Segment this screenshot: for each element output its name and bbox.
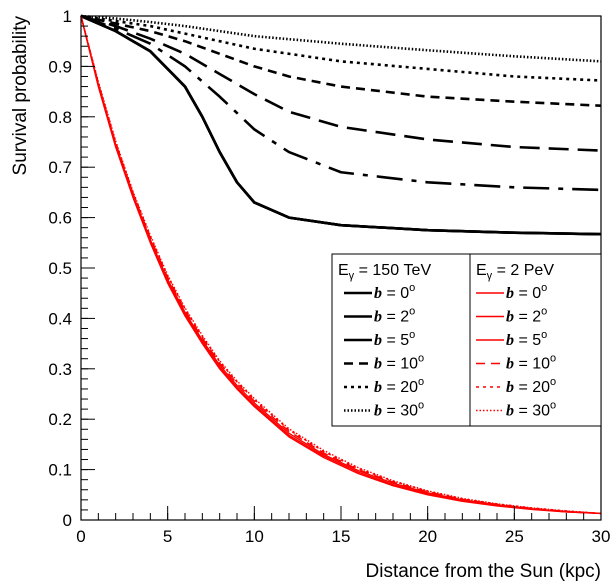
y-tick-label: 0.5 bbox=[48, 259, 72, 278]
legend-entry: b = 10o bbox=[506, 353, 556, 373]
x-tick-label: 15 bbox=[332, 527, 351, 546]
legend-entry: b = 30o bbox=[374, 400, 424, 420]
legend-entry: b = 5o bbox=[506, 329, 547, 349]
series-line-0-2 bbox=[80, 14, 602, 236]
legend-entry: b = 2o bbox=[374, 306, 415, 326]
x-tick-label: 25 bbox=[505, 527, 524, 546]
y-tick-label: 0.9 bbox=[48, 57, 72, 76]
legend-box bbox=[331, 253, 602, 427]
curves-layer bbox=[80, 14, 602, 515]
y-tick-label: 0 bbox=[63, 511, 72, 530]
series-line-0-6 bbox=[80, 14, 602, 82]
legend-entry: b = 20o bbox=[374, 376, 424, 396]
legend-entry: b = 20o bbox=[506, 376, 556, 396]
x-axis-label: Distance from the Sun (kpc) bbox=[366, 561, 601, 582]
y-tick-label: 0.3 bbox=[48, 360, 72, 379]
series-line-0-7 bbox=[80, 14, 602, 63]
legend-header-2pev: Eγ = 2 PeV bbox=[476, 262, 554, 282]
legend-entry: b = 30o bbox=[506, 400, 556, 420]
legend-entry: b = 0o bbox=[374, 282, 415, 302]
x-tick-label: 5 bbox=[163, 527, 172, 546]
series-line-0-3 bbox=[80, 14, 602, 192]
y-axis-label: Survival probability bbox=[10, 16, 31, 176]
x-tick-label: 10 bbox=[245, 527, 264, 546]
x-tick-label: 30 bbox=[592, 527, 611, 546]
x-tick-label: 20 bbox=[418, 527, 437, 546]
tick-labels: 0 5 10 15 20 25 30 0 0.1 0.2 0.3 0.4 0.5 0.6 0.7 0.8 0.9… bbox=[48, 7, 610, 546]
x-tick-label: 0 bbox=[76, 527, 85, 546]
series-line-0-5 bbox=[80, 14, 602, 108]
y-tick-label: 0.8 bbox=[48, 108, 72, 127]
legend-entry: b = 0o bbox=[506, 282, 547, 302]
series-line-1-5 bbox=[80, 15, 602, 515]
y-tick-label: 1 bbox=[63, 7, 72, 26]
legend-header-150tev: Eγ = 150 TeV bbox=[338, 262, 431, 282]
y-tick-label: 0.7 bbox=[48, 158, 72, 177]
axis-ticks bbox=[80, 15, 602, 521]
y-tick-label: 0.1 bbox=[48, 461, 72, 480]
series-line-0-4 bbox=[80, 14, 602, 152]
legend-entry: b = 2o bbox=[506, 306, 547, 326]
series-line-1-3 bbox=[80, 15, 602, 515]
legend-entry: b = 10o bbox=[374, 353, 424, 373]
y-tick-label: 0.2 bbox=[48, 410, 72, 429]
y-tick-label: 0.4 bbox=[48, 309, 72, 328]
y-tick-label: 0.6 bbox=[48, 209, 72, 228]
legend-entry: b = 5o bbox=[374, 329, 415, 349]
